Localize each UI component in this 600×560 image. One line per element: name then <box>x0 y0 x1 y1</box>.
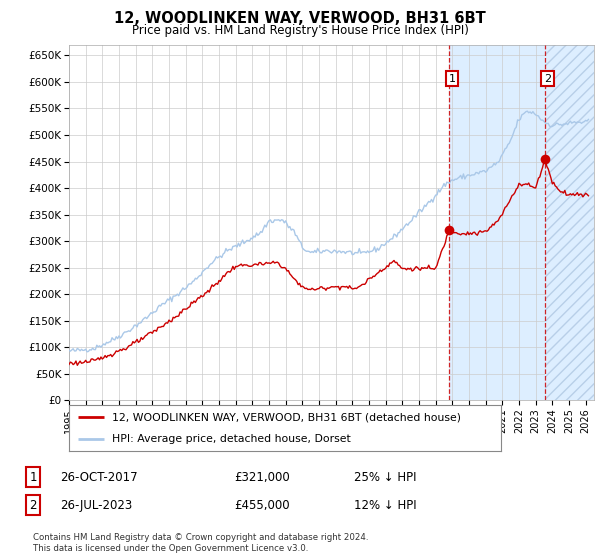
Text: £455,000: £455,000 <box>234 498 290 512</box>
Text: £321,000: £321,000 <box>234 470 290 484</box>
Text: Contains HM Land Registry data © Crown copyright and database right 2024.
This d: Contains HM Land Registry data © Crown c… <box>33 533 368 553</box>
Text: 25% ↓ HPI: 25% ↓ HPI <box>354 470 416 484</box>
Bar <box>449 45 594 400</box>
Text: 26-OCT-2017: 26-OCT-2017 <box>60 470 137 484</box>
Text: 12, WOODLINKEN WAY, VERWOOD, BH31 6BT (detached house): 12, WOODLINKEN WAY, VERWOOD, BH31 6BT (d… <box>112 412 461 422</box>
Text: Price paid vs. HM Land Registry's House Price Index (HPI): Price paid vs. HM Land Registry's House … <box>131 24 469 36</box>
Text: 12, WOODLINKEN WAY, VERWOOD, BH31 6BT: 12, WOODLINKEN WAY, VERWOOD, BH31 6BT <box>114 11 486 26</box>
Text: 12% ↓ HPI: 12% ↓ HPI <box>354 498 416 512</box>
Text: 1: 1 <box>448 73 455 83</box>
Text: 2: 2 <box>29 498 37 512</box>
Text: HPI: Average price, detached house, Dorset: HPI: Average price, detached house, Dors… <box>112 435 351 444</box>
Bar <box>545 45 594 400</box>
Text: 2: 2 <box>544 73 551 83</box>
Text: 1: 1 <box>29 470 37 484</box>
Text: 26-JUL-2023: 26-JUL-2023 <box>60 498 132 512</box>
